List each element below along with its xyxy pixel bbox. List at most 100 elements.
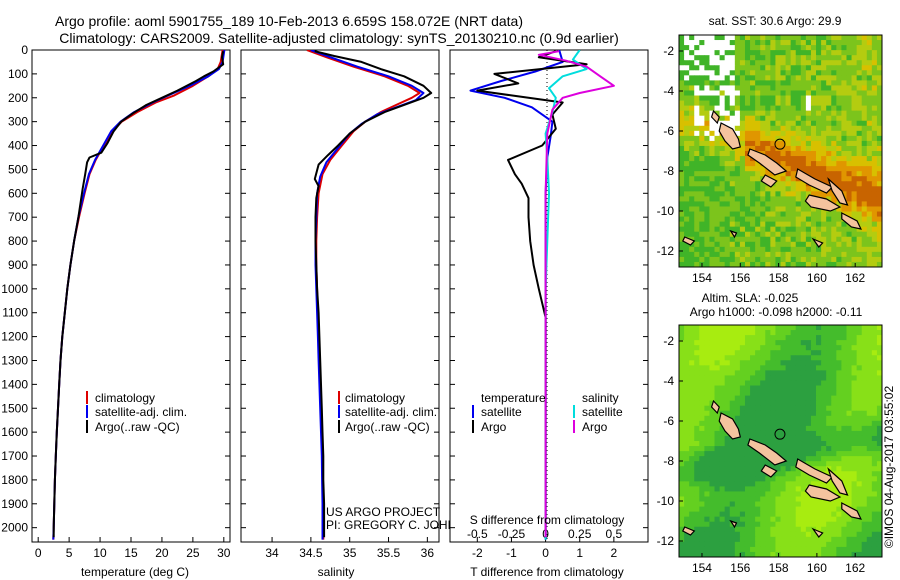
- map-cell: [795, 90, 802, 96]
- map-cell: [800, 441, 807, 447]
- map-cell: [744, 380, 751, 386]
- map-cell: [836, 355, 842, 361]
- map-cell: [679, 506, 685, 513]
- map-cell: [876, 446, 882, 452]
- map-cell: [795, 481, 802, 487]
- map-cell: [729, 171, 736, 177]
- map-cell: [699, 221, 705, 228]
- map-cell: [770, 355, 776, 361]
- map-cell: [800, 330, 807, 336]
- map-cell: [846, 261, 852, 267]
- map-cell: [679, 390, 685, 397]
- map-cell: [694, 415, 700, 422]
- map-cell: [790, 435, 797, 442]
- map-cell: [846, 531, 852, 538]
- map-cell: [770, 80, 776, 86]
- map-cell: [800, 451, 807, 457]
- map-cell: [744, 476, 751, 482]
- map-cell: [765, 461, 771, 467]
- map-cell: [704, 191, 710, 197]
- map-cell: [841, 45, 847, 51]
- map-cell: [871, 45, 878, 51]
- map-cell: [704, 435, 710, 442]
- map-cell: [694, 95, 700, 101]
- map-cell: [861, 521, 868, 528]
- map-cell: [871, 95, 878, 101]
- map-cell: [790, 216, 797, 223]
- map-cell: [684, 380, 690, 386]
- map-cell: [846, 546, 852, 553]
- map-cell: [750, 466, 756, 472]
- map-cell: [831, 261, 837, 267]
- map-cell: [709, 135, 715, 142]
- map-cell: [876, 330, 882, 336]
- map-cell: [846, 70, 852, 76]
- map-cell: [821, 231, 827, 238]
- map-cell: [816, 151, 822, 157]
- map-cell: [744, 50, 751, 56]
- map-cell: [836, 216, 842, 223]
- map-cell: [805, 151, 812, 157]
- map-cell: [866, 256, 873, 263]
- map-cell: [684, 45, 690, 51]
- map-cell: [765, 191, 771, 197]
- map-cell: [810, 80, 817, 86]
- map-cell: [841, 420, 847, 427]
- map-cell: [841, 40, 847, 46]
- map-cell: [679, 496, 685, 502]
- map-cell: [684, 471, 690, 477]
- map-cell: [831, 425, 837, 432]
- map-cell: [744, 425, 751, 432]
- map-cell: [724, 531, 731, 538]
- map-cell: [709, 145, 715, 152]
- map-cell: [704, 105, 710, 112]
- map-cell: [790, 181, 797, 187]
- map-cell: [861, 335, 868, 341]
- map-cell: [714, 85, 720, 91]
- map-cell: [851, 75, 858, 81]
- map-cell: [831, 251, 837, 258]
- map-cell: [714, 211, 720, 217]
- map-cell: [709, 90, 715, 96]
- map-cell: [795, 551, 802, 557]
- map-cell: [795, 140, 802, 147]
- map-cell: [744, 120, 751, 127]
- map-cell: [805, 385, 812, 391]
- map-cell: [790, 486, 797, 492]
- map-cell: [704, 171, 710, 177]
- map-cell: [744, 40, 751, 46]
- map-cell: [679, 211, 685, 217]
- map-cell: [760, 330, 766, 336]
- map-cell: [760, 246, 766, 253]
- map-cell: [831, 120, 837, 127]
- map-cell: [684, 335, 690, 341]
- map-cell: [805, 390, 812, 397]
- map-cell: [734, 256, 741, 263]
- map-cell: [861, 496, 868, 502]
- map-cell: [724, 256, 731, 263]
- map-cell: [739, 415, 746, 422]
- map-cell: [790, 345, 797, 351]
- map-cell: [744, 166, 751, 172]
- map-cell: [719, 385, 726, 391]
- map-cell: [724, 181, 731, 187]
- map-cell: [785, 196, 792, 202]
- map-cell: [679, 551, 685, 557]
- map-cell: [760, 130, 766, 137]
- map-cell: [821, 60, 827, 66]
- map-cell: [816, 365, 822, 371]
- map-cell: [699, 370, 705, 376]
- map-cell: [876, 105, 882, 112]
- map-cell: [856, 251, 863, 258]
- map-cell: [861, 186, 868, 192]
- map-cell: [760, 420, 766, 427]
- map-cell: [816, 140, 822, 147]
- map-cell: [739, 130, 746, 137]
- map-cell: [876, 335, 882, 341]
- map-cell: [790, 125, 797, 132]
- map-cell: [699, 110, 705, 117]
- map-cell: [846, 60, 852, 66]
- map-cell: [719, 430, 726, 437]
- map-cell: [851, 35, 858, 41]
- map-cell: [795, 60, 802, 66]
